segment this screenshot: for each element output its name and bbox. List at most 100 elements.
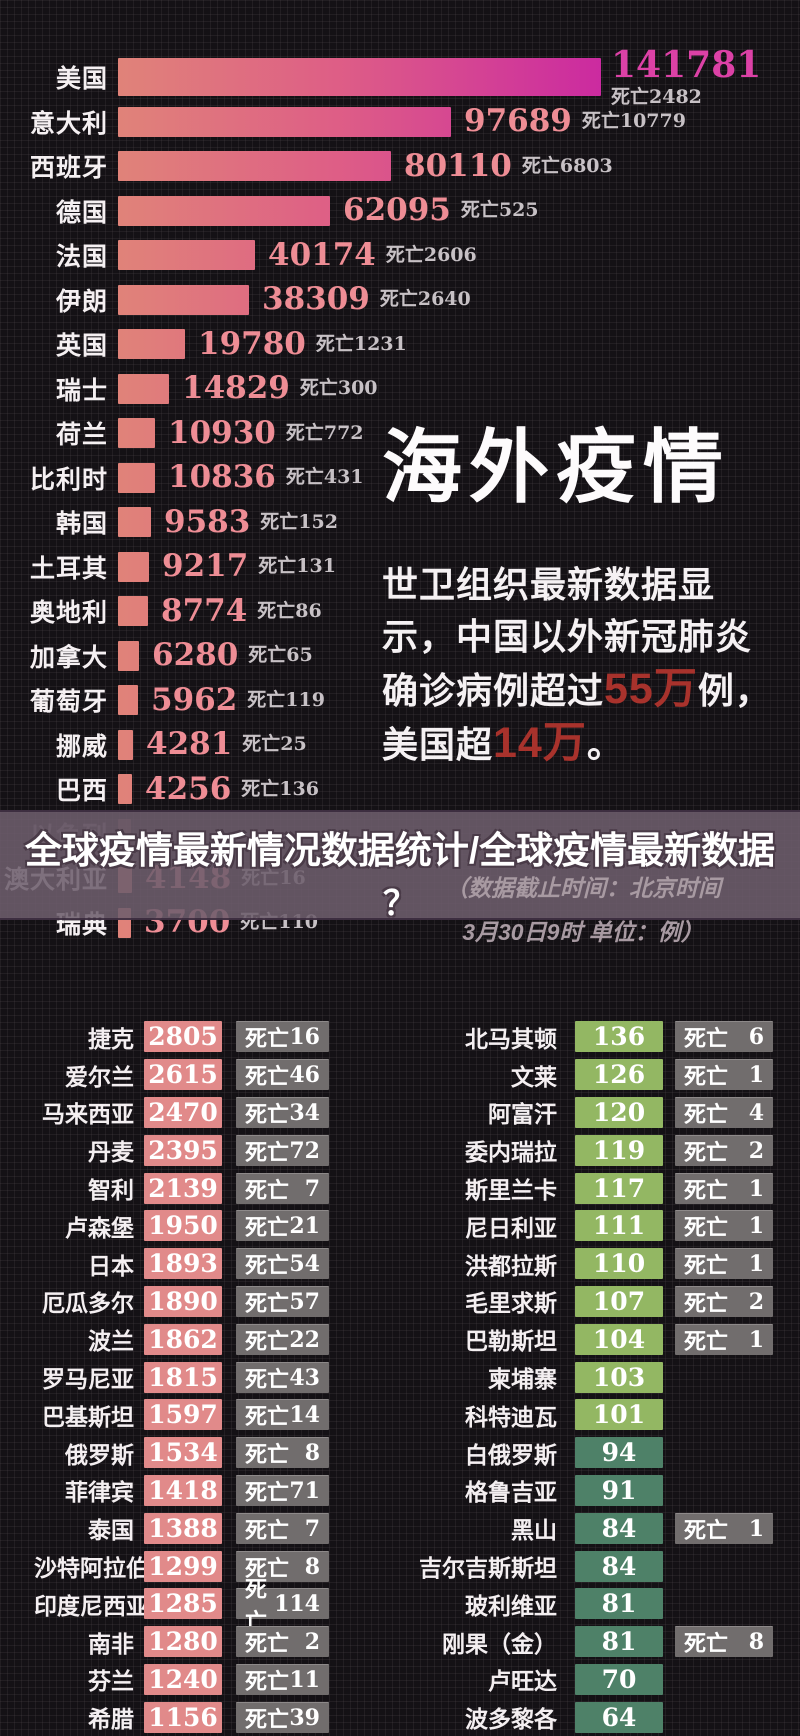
death-label: 死亡	[245, 1290, 290, 1316]
table-row: 俄罗斯 1534 死亡 8	[34, 1434, 329, 1472]
chart-value: 19780	[198, 325, 306, 362]
chart-country-label: 韩国	[55, 510, 108, 539]
death-label: 死亡	[684, 1026, 729, 1052]
table-row: 厄瓜多尔 1890 死亡 57	[34, 1283, 329, 1321]
chart-country-label: 土耳其	[29, 554, 108, 583]
table-row: 科特迪瓦 101	[405, 1396, 773, 1434]
chart-death-count: 死亡2482	[611, 86, 702, 109]
chart-bar	[118, 106, 451, 137]
table-row: 南非 1280 死亡 2	[34, 1623, 329, 1661]
table-death-cell: 死亡 54	[236, 1248, 329, 1280]
table-row: 洪都拉斯 110 死亡 1	[405, 1245, 773, 1283]
death-label: 死亡	[684, 1064, 729, 1090]
table-case-count: 1299	[144, 1550, 222, 1582]
table-case-count: 84	[575, 1550, 663, 1582]
caption-line-2: 3月30日9时 单位：例）	[462, 919, 704, 945]
chart-country-label: 比利时	[29, 465, 108, 494]
table-case-count: 1388	[144, 1512, 222, 1544]
chart-country-label: 葡萄牙	[29, 688, 108, 717]
table-country-label: 南非	[88, 1630, 134, 1657]
table-death-cell: 死亡 21	[236, 1210, 329, 1242]
chart-death-count: 死亡431	[285, 466, 364, 489]
table-row: 巴勒斯坦 104 死亡 1	[405, 1320, 773, 1358]
data-cutoff-caption: （数据截止时间：北京时间 3月30日9时 单位：例）	[382, 866, 784, 954]
table-country-label: 毛里求斯	[465, 1290, 557, 1317]
table-row: 马来西亚 2470 死亡 34	[34, 1094, 329, 1132]
table-row: 格鲁吉亚 91	[405, 1472, 773, 1510]
table-death-cell: 死亡 72	[236, 1134, 329, 1166]
table-death-cell: 死亡 2	[675, 1285, 773, 1317]
chart-death-count: 死亡2640	[379, 288, 471, 311]
chart-row: 英国 19780 死亡1231	[0, 322, 800, 367]
table-country-label: 印度尼西亚	[34, 1592, 149, 1619]
table-case-count: 1156	[144, 1701, 222, 1733]
table-row: 芬兰 1240 死亡 11	[34, 1661, 329, 1699]
death-count: 1	[748, 1062, 764, 1089]
death-count: 34	[289, 1099, 320, 1126]
chart-country-label: 奥地利	[29, 599, 108, 628]
body-text-segment: 例，美国超	[382, 670, 772, 765]
table-country-label: 北马其顿	[465, 1025, 557, 1052]
table-death-cell: 死亡 4	[675, 1096, 773, 1128]
death-label: 死亡	[245, 1631, 290, 1657]
death-label: 死亡	[684, 1177, 729, 1203]
chart-value: 8774	[161, 592, 248, 629]
table-row: 罗马尼亚 1815 死亡 43	[34, 1358, 329, 1396]
table-death-cell: 死亡 2	[675, 1134, 773, 1166]
table-row: 捷克 2805 死亡 16	[34, 1018, 329, 1056]
table-row: 泰国 1388 死亡 7	[34, 1509, 329, 1547]
table-death-cell: 死亡 11	[236, 1663, 329, 1695]
table-case-count: 103	[575, 1361, 663, 1393]
table-death-cell: 死亡 57	[236, 1285, 329, 1317]
chart-bar	[118, 240, 255, 271]
table-row: 刚果（金） 81 死亡 8	[405, 1623, 773, 1661]
death-count: 72	[289, 1137, 320, 1164]
table-country-label: 罗马尼亚	[42, 1366, 134, 1393]
death-label: 死亡	[245, 1328, 290, 1354]
table-country-label: 波兰	[88, 1328, 134, 1355]
chart-country-label: 西班牙	[29, 154, 108, 183]
chart-value: 38309	[262, 281, 370, 318]
chart-death-count: 死亡136	[241, 777, 319, 800]
chart-bar	[118, 151, 391, 182]
death-label: 死亡	[684, 1517, 729, 1543]
table-country-label: 泰国	[88, 1517, 134, 1544]
table-death-cell: 死亡 14	[236, 1399, 329, 1431]
table-row: 白俄罗斯 94	[405, 1434, 773, 1472]
table-death-cell: 死亡 22	[236, 1323, 329, 1355]
death-count: 54	[289, 1251, 320, 1278]
table-case-count: 70	[575, 1663, 663, 1695]
table-case-count: 1597	[144, 1399, 222, 1431]
death-count: 2	[748, 1288, 764, 1315]
table-case-count: 2805	[144, 1021, 222, 1053]
table-case-count: 2470	[144, 1096, 222, 1128]
table-row: 尼日利亚 111 死亡 1	[405, 1207, 773, 1245]
table-row: 印度尼西亚 1285 死亡 114	[34, 1577, 329, 1634]
table-country-label: 爱尔兰	[65, 1063, 134, 1090]
table-case-count: 120	[575, 1096, 663, 1128]
chart-country-label: 德国	[55, 198, 108, 227]
chart-bar	[118, 329, 185, 360]
death-count: 39	[289, 1704, 320, 1731]
chart-death-count: 死亡6803	[521, 154, 613, 177]
death-label: 死亡	[245, 1668, 290, 1694]
table-country-label: 卢森堡	[65, 1214, 134, 1241]
chart-row: 法国 40174 死亡2606	[0, 233, 800, 278]
table-row: 爱尔兰 2615 死亡 46	[34, 1056, 329, 1094]
chart-value: 4281	[146, 726, 233, 763]
death-label: 死亡	[684, 1631, 729, 1657]
table-country-label: 丹麦	[88, 1139, 134, 1166]
table-case-count: 2615	[144, 1059, 222, 1091]
death-label: 死亡	[684, 1328, 729, 1354]
chart-value: 14829	[182, 370, 290, 407]
body-text-segment: 。	[586, 724, 624, 765]
death-count: 14	[289, 1402, 320, 1429]
death-count: 8	[304, 1440, 320, 1467]
table-death-cell: 死亡 8	[236, 1550, 329, 1582]
chart-value: 6280	[152, 637, 239, 674]
chart-bar	[118, 551, 149, 582]
death-count: 114	[274, 1591, 320, 1618]
death-count: 22	[289, 1326, 320, 1353]
chart-value: 141781	[611, 44, 762, 87]
